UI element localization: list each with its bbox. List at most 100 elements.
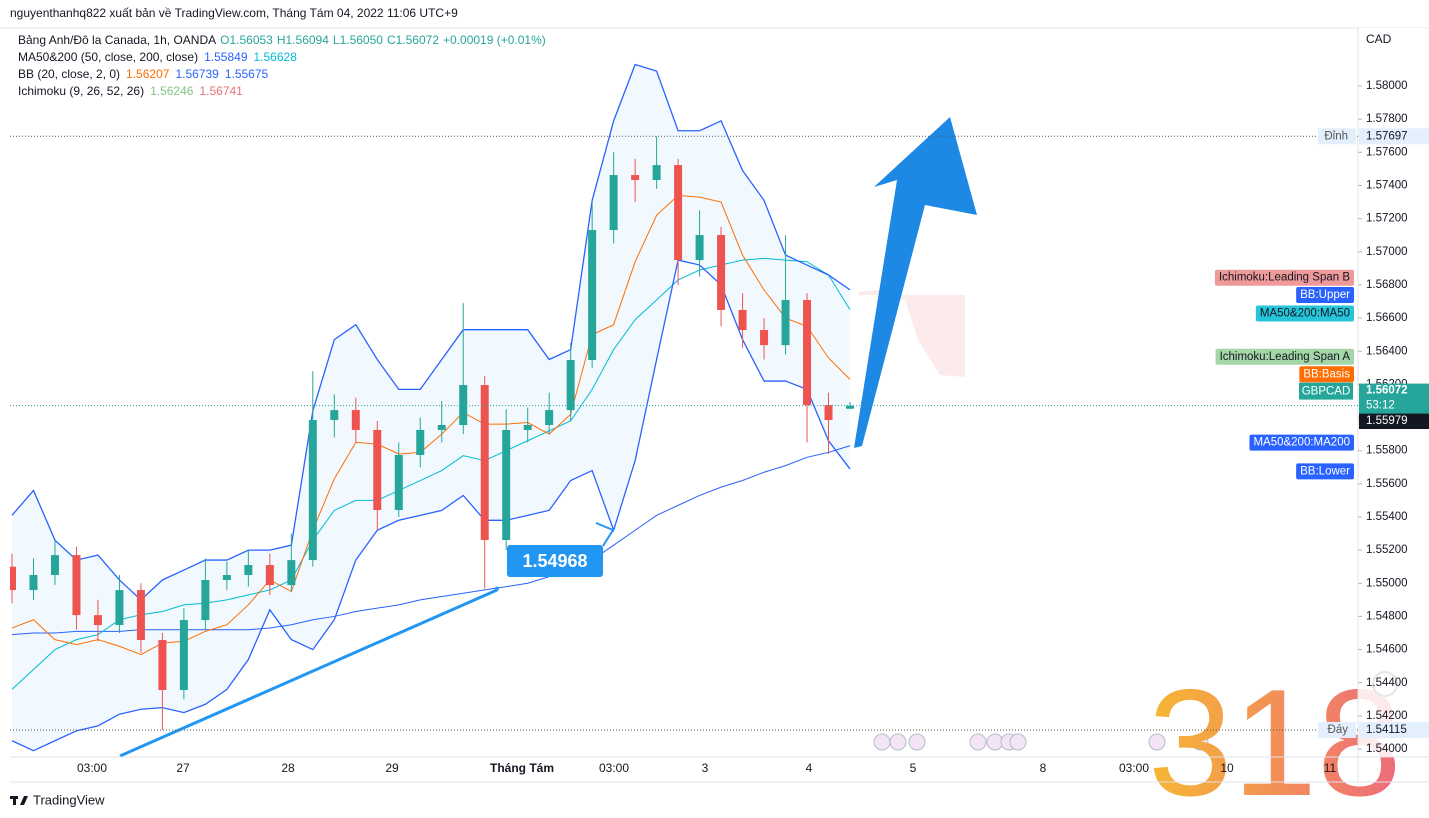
y-tick-label: 1.55000 (1366, 577, 1408, 589)
price-tag: 1.55979 (1366, 415, 1408, 427)
legend-title: Bảng Anh/Đô la Canada, 1h, OANDA (18, 33, 216, 47)
indicator-tag: BB:Lower (1300, 465, 1350, 477)
candle-body (803, 300, 812, 406)
legend-ohlc: O1.56053 (220, 33, 273, 47)
y-tick-label: 1.56600 (1366, 312, 1408, 324)
x-tick-label: 03:00 (599, 761, 629, 775)
legend-indicator-name: Ichimoku (9, 26, 52, 26) (18, 84, 144, 98)
x-tick-label: 4 (806, 761, 813, 775)
candle-body (846, 405, 854, 409)
legend-value: 1.56741 (199, 84, 243, 98)
y-tick-label: 1.56800 (1366, 279, 1408, 291)
y-tick-label: 1.58000 (1366, 80, 1408, 92)
marker-label-bg (1318, 721, 1356, 738)
x-tick-label: 11 (1324, 761, 1337, 775)
legend-value: 1.56246 (150, 84, 194, 98)
marker-label-bg (1318, 128, 1356, 145)
legend-ohlc: C1.56072 (387, 33, 439, 47)
x-tick-label: 28 (281, 761, 295, 775)
candle-body (351, 410, 360, 430)
candle-body (265, 565, 274, 586)
indicator-tag: MA50&200:MA200 (1253, 437, 1350, 449)
candle-body (394, 454, 403, 511)
indicator-tag: Ichimoku:Leading Span B (1219, 272, 1350, 284)
currency-label: CAD (1366, 32, 1392, 46)
indicator-tag: Ichimoku:Leading Span A (1220, 351, 1351, 363)
last-price-bg (1359, 383, 1429, 414)
candle-body (330, 410, 339, 421)
candle-body (72, 555, 81, 616)
indicator-line (11, 257, 851, 690)
legend-indicator: BB (20, close, 2, 0) 1.56207 1.56739 1.5567… (18, 67, 269, 81)
x-tick-label: 03:00 (77, 761, 107, 775)
trend-line (119, 588, 498, 758)
indicator-line (11, 194, 851, 656)
y-tick-label: 1.57200 (1366, 213, 1408, 225)
marker-value: 1.54115 (1366, 724, 1407, 736)
candle-body (717, 235, 726, 310)
callout-text: 1.54968 (522, 551, 587, 571)
y-tick-label: 1.57000 (1366, 246, 1408, 258)
y-tick-label: 1.57400 (1366, 180, 1408, 192)
legend-indicator: Ichimoku (9, 26, 52, 26) 1.56246 1.56741 (18, 84, 243, 98)
y-tick-label: 1.55800 (1366, 445, 1408, 457)
legend-value: 1.55849 (204, 50, 248, 64)
up-arrow (854, 117, 977, 448)
candle-body (136, 590, 145, 640)
legend-symbol: Bảng Anh/Đô la Canada, 1h, OANDA O1.56053… (18, 33, 546, 47)
last-price-countdown: 53:12 (1366, 400, 1395, 412)
y-tick-label: 1.54200 (1366, 710, 1408, 722)
indicator-tag-bg (1296, 287, 1354, 304)
indicator-line (11, 63, 851, 601)
y-tick-label: 1.55600 (1366, 478, 1408, 490)
x-tick-label: 3 (702, 761, 709, 775)
marker-value-bg (1359, 721, 1429, 738)
candle-body (502, 429, 511, 541)
candle-body (201, 579, 210, 621)
indicator-line (11, 445, 851, 636)
candle-body (566, 360, 575, 411)
candle-body (416, 429, 425, 455)
candle-body (93, 615, 102, 626)
candle-body (158, 639, 167, 691)
legend-indicator-name: BB (20, close, 2, 0) (18, 67, 120, 81)
candle-body (695, 235, 704, 261)
x-tick-label: Tháng Tám (490, 761, 554, 775)
candle-body (824, 405, 833, 421)
marker-label: Đỉnh (1324, 130, 1348, 142)
x-tick-label: 03:00 (1119, 761, 1149, 775)
candle-body (308, 420, 317, 561)
footer-logo (10, 796, 28, 805)
candle-body (738, 309, 747, 331)
candle-body (609, 175, 618, 231)
legend-indicator-name: MA50&200 (50, close, 200, close) (18, 50, 198, 64)
indicator-tag-bg (1249, 434, 1354, 451)
x-tick-label: 8 (1040, 761, 1047, 775)
legend-ohlc: H1.56094 (277, 33, 329, 47)
x-tick-label: 10 (1220, 761, 1234, 775)
x-tick-label: 29 (385, 761, 399, 775)
legend-value: 1.56739 (175, 67, 219, 81)
candle-body (373, 429, 382, 511)
x-tick-label: 27 (176, 761, 190, 775)
marker-value-bg (1359, 128, 1429, 145)
candle-body (523, 424, 532, 430)
legend-value: 1.56628 (254, 50, 298, 64)
header-title: nguyenthanhq822 xuất bản về TradingView.… (10, 6, 458, 20)
candle-body (588, 230, 597, 361)
indicator-tag-bg (1214, 269, 1354, 286)
candle-body (760, 330, 769, 346)
last-price-value: 1.56072 (1366, 385, 1408, 397)
y-tick-label: 1.56400 (1366, 345, 1408, 357)
indicator-tag: BB:Upper (1300, 289, 1350, 301)
y-tick-label: 1.54400 (1366, 677, 1408, 689)
legend-value: 1.55675 (225, 67, 269, 81)
callout-bg (507, 545, 603, 577)
bb-fill (12, 64, 850, 751)
candle-body (10, 566, 16, 591)
indicator-tag-bg (1255, 305, 1354, 322)
marker-label: Đáy (1328, 724, 1349, 736)
candle-body (781, 300, 790, 346)
y-tick-label: 1.55200 (1366, 544, 1408, 556)
